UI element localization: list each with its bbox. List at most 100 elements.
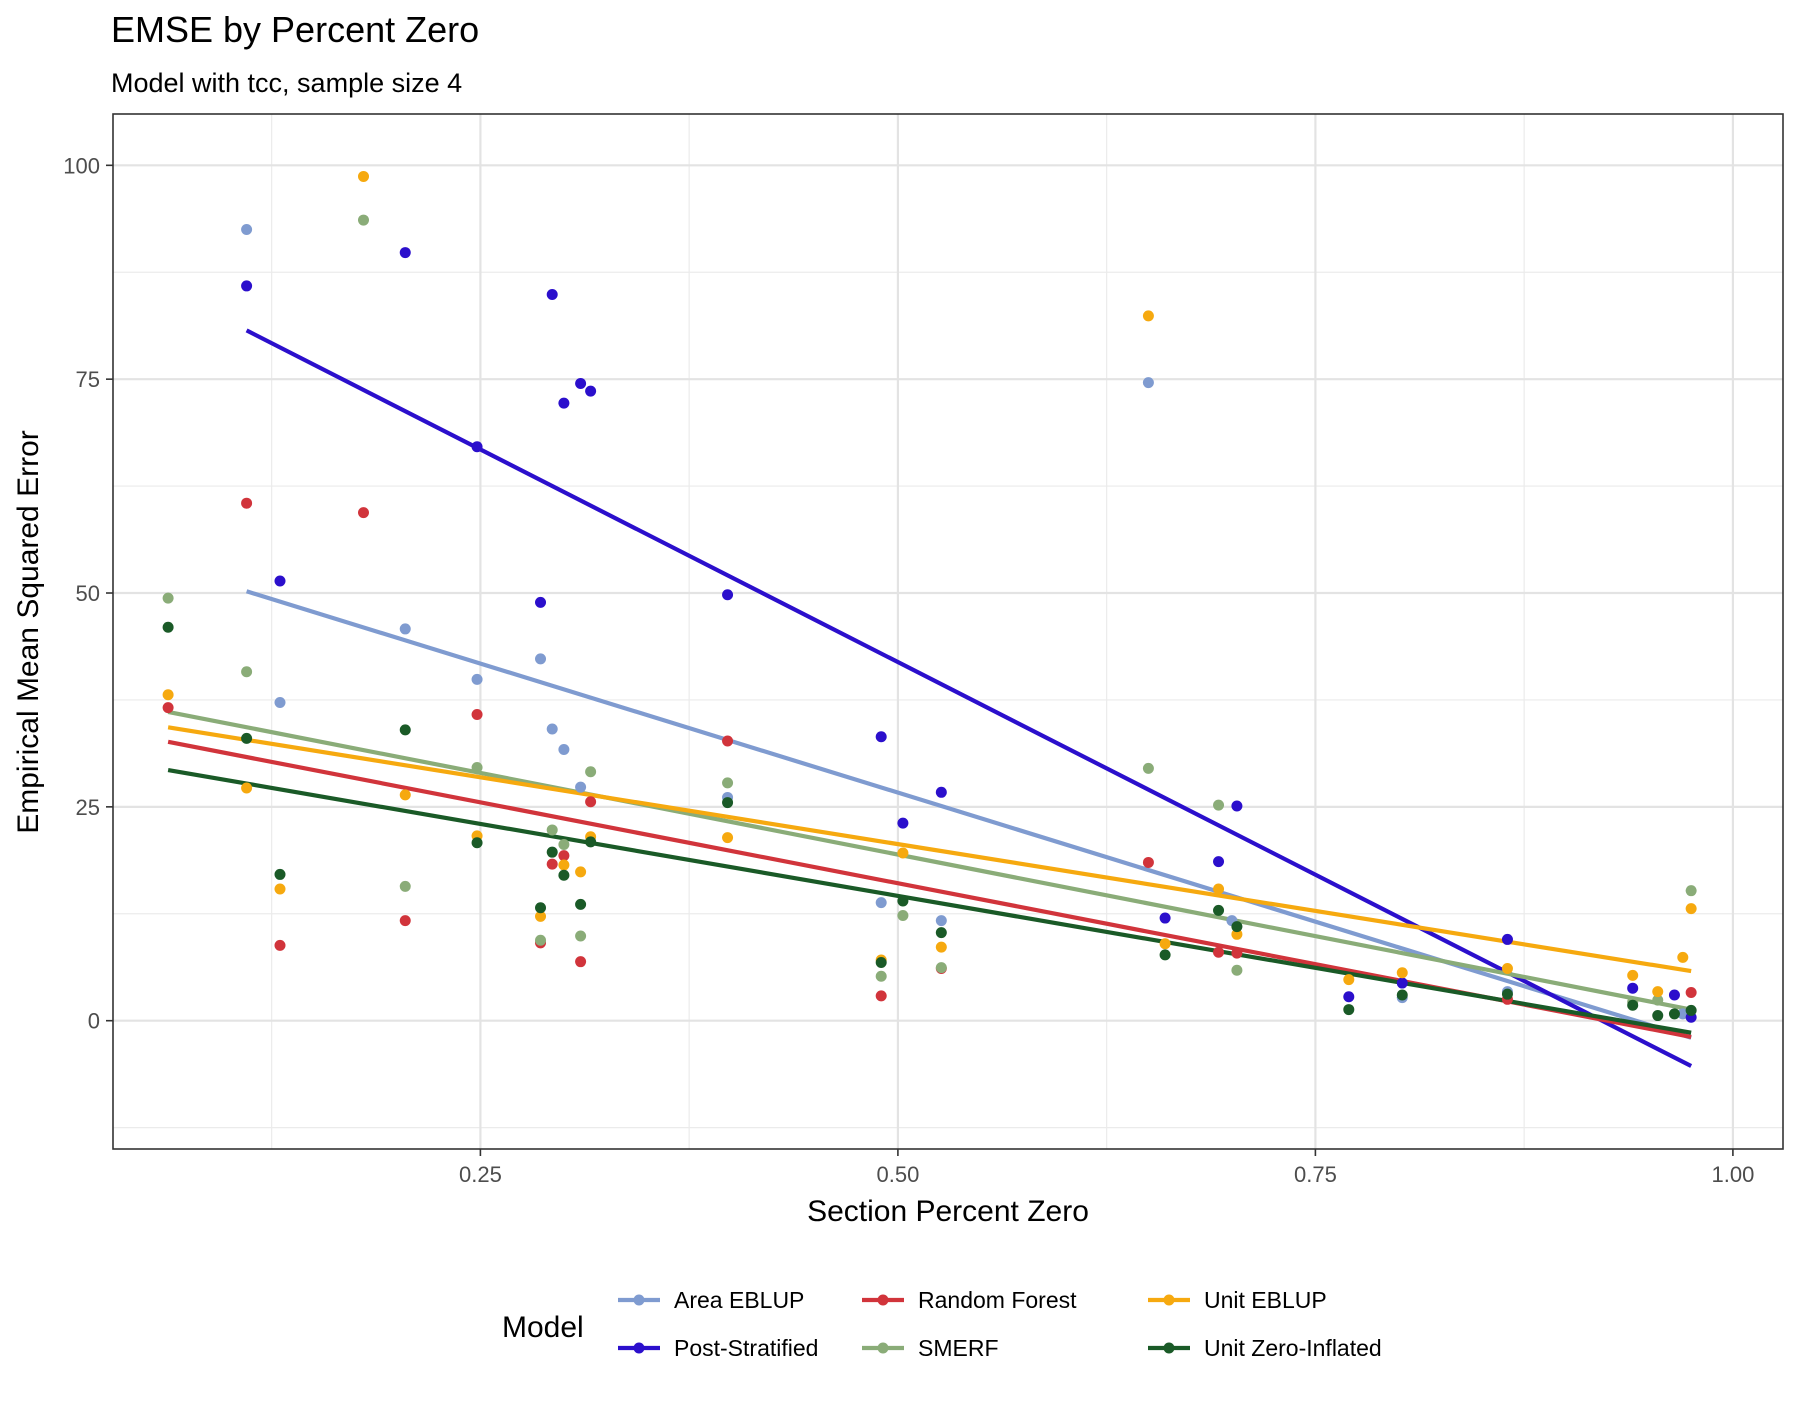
y-tick-label: 50 — [76, 581, 100, 606]
data-point — [1159, 949, 1171, 961]
data-point — [546, 288, 558, 300]
data-point — [162, 689, 174, 701]
data-point — [575, 866, 587, 878]
data-point — [575, 930, 587, 942]
data-point — [722, 735, 734, 747]
data-point — [535, 902, 547, 914]
data-point — [1501, 963, 1513, 975]
data-point — [1396, 967, 1408, 979]
data-point — [1142, 856, 1154, 868]
data-point — [1343, 1004, 1355, 1016]
data-point — [1159, 912, 1171, 924]
data-points — [162, 170, 1697, 1023]
data-point — [1396, 989, 1408, 1001]
data-point — [1213, 946, 1225, 958]
data-point — [558, 850, 570, 862]
data-point — [1685, 885, 1697, 897]
data-point — [935, 786, 947, 798]
y-axis: 0 25 50 75 100 — [63, 153, 113, 1034]
legend-key-point — [633, 1294, 645, 1306]
fit-line — [245, 328, 1693, 1068]
legend-key-point — [633, 1342, 645, 1354]
y-axis-label: Empirical Mean Squared Error — [12, 430, 45, 834]
data-point — [471, 837, 483, 849]
data-point — [722, 777, 734, 789]
data-point — [535, 653, 547, 665]
data-point — [1685, 986, 1697, 998]
legend: Model Area EBLUP Post-Stratified Random Fo… — [502, 1287, 1382, 1361]
data-point — [1343, 991, 1355, 1003]
data-point — [558, 744, 570, 756]
y-tick-label: 25 — [76, 795, 100, 820]
x-axis: 0.25 0.50 0.75 1.00 — [459, 1149, 1754, 1187]
data-point — [875, 957, 887, 969]
data-point — [1652, 994, 1664, 1006]
data-point — [585, 796, 597, 808]
data-point — [162, 702, 174, 714]
data-point — [1685, 1004, 1697, 1016]
legend-key-point — [1163, 1294, 1175, 1306]
data-point — [897, 909, 909, 921]
data-point — [241, 782, 253, 794]
data-point — [1213, 856, 1225, 868]
data-point — [471, 762, 483, 774]
panel-border — [112, 113, 1784, 1150]
data-point — [1231, 964, 1243, 976]
legend-label: Unit Zero-Inflated — [1204, 1335, 1382, 1361]
data-point — [358, 170, 369, 182]
data-point — [274, 696, 286, 708]
data-point — [722, 589, 734, 601]
data-point — [274, 939, 286, 951]
data-point — [358, 507, 369, 519]
data-point — [471, 708, 483, 720]
data-point — [1231, 947, 1243, 959]
data-point — [1213, 883, 1225, 895]
legend-items: Area EBLUP Post-Stratified Random Forest SM… — [618, 1287, 1382, 1361]
legend-label: SMERF — [918, 1335, 999, 1361]
legend-title: Model — [502, 1311, 584, 1344]
data-point — [1213, 904, 1225, 916]
data-point — [399, 880, 411, 892]
data-point — [1677, 1008, 1689, 1020]
data-point — [1627, 969, 1639, 981]
grid-minor — [113, 114, 1783, 1149]
data-point — [241, 732, 253, 744]
fit-line — [167, 768, 1692, 1035]
data-point — [575, 898, 587, 910]
data-point — [399, 915, 411, 927]
data-point — [241, 280, 253, 292]
data-point — [399, 623, 411, 635]
legend-key-point — [1163, 1342, 1175, 1354]
data-point — [399, 789, 411, 801]
data-point — [558, 838, 570, 850]
data-point — [1231, 921, 1243, 933]
data-point — [274, 883, 286, 895]
data-point — [935, 962, 947, 974]
legend-key-point — [877, 1294, 889, 1306]
x-axis-label: Section Percent Zero — [807, 1195, 1089, 1228]
data-point — [1231, 928, 1243, 940]
data-point — [546, 723, 558, 735]
data-point — [875, 970, 887, 982]
data-point — [1652, 1010, 1664, 1022]
data-point — [1213, 799, 1225, 811]
data-point — [241, 223, 253, 235]
data-point — [399, 724, 411, 736]
data-point — [1685, 903, 1697, 915]
data-point — [274, 575, 286, 587]
data-point — [399, 247, 411, 259]
data-point — [1343, 974, 1355, 986]
data-point — [1159, 938, 1171, 950]
fit-line — [167, 725, 1692, 974]
x-tick-label: 0.75 — [1294, 1162, 1337, 1187]
data-point — [1396, 977, 1408, 989]
data-point — [875, 990, 887, 1002]
data-point — [1142, 310, 1154, 322]
fit-lines — [167, 328, 1693, 1068]
data-point — [897, 817, 909, 829]
data-point — [558, 397, 570, 409]
data-point — [1231, 800, 1243, 812]
data-point — [1677, 951, 1689, 963]
